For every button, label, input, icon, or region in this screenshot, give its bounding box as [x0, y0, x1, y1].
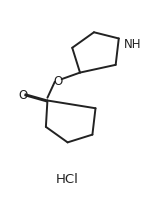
Text: O: O — [54, 75, 63, 87]
Text: NH: NH — [123, 37, 141, 50]
Text: HCl: HCl — [56, 172, 79, 185]
Text: O: O — [18, 88, 27, 101]
